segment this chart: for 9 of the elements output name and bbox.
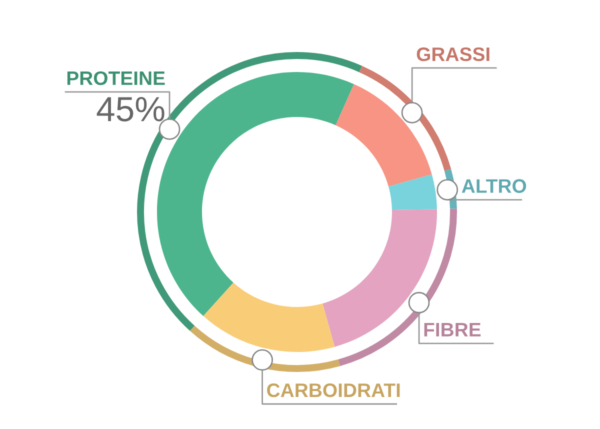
donut-slice [336,84,432,186]
slice-label: GRASSI [416,47,490,62]
data-label: 45% [96,97,164,122]
slice-label: PROTEINE [67,71,165,86]
slice-label: CARBOIDRATI [267,383,400,398]
donut-slice [203,282,335,352]
donut-slice [388,174,437,210]
slice-label: FIBRE [424,322,481,336]
slice-label: ALTRO [462,179,526,193]
